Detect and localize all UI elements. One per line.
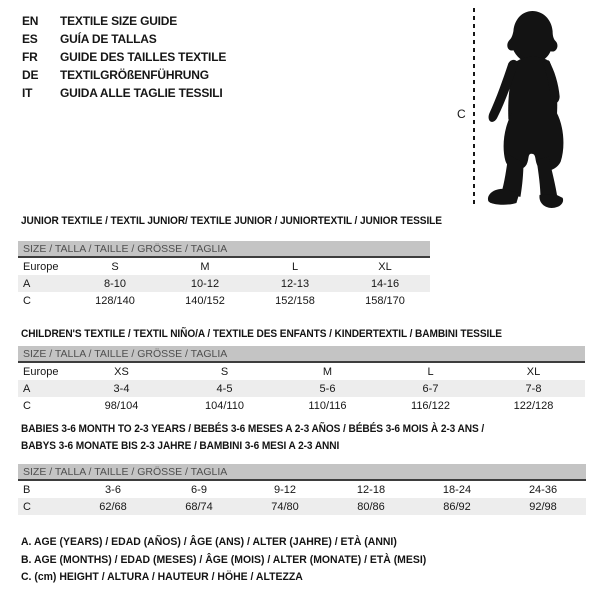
table-row: Europe S M L XL <box>18 257 430 275</box>
size-cell: L <box>427 365 434 378</box>
height-measure-label: C <box>457 107 466 121</box>
size-cell: XS <box>114 365 129 378</box>
size-cell: 9-12 <box>273 483 297 496</box>
size-header-bar: SIZE / TALLA / TAILLE / GRÖSSE / TAGLIA <box>18 346 585 363</box>
size-header-row: SIZE / TALLA / TAILLE / GRÖSSE / TAGLIA <box>18 464 587 481</box>
size-cell: S <box>220 365 229 378</box>
language-row-it: IT GUIDA ALLE TAGLIE TESSILI <box>22 84 226 102</box>
size-cell: 116/122 <box>411 399 450 412</box>
row-label: Europe <box>23 260 59 273</box>
size-cell: 92/98 <box>529 500 557 513</box>
size-header-bar: SIZE / TALLA / TAILLE / GRÖSSE / TAGLIA <box>18 241 431 258</box>
size-cell: 5-6 <box>319 382 336 395</box>
guide-title: GUIDE DES TAILLES TEXTILE <box>60 50 227 64</box>
size-cell: 4-5 <box>216 382 233 395</box>
table-row: C 128/140 140/152 152/158 158/170 <box>18 292 430 309</box>
table-row: Europe XS S M L XL <box>18 362 585 380</box>
row-label: C <box>23 294 31 307</box>
babies-table-title-line1: BABIES 3-6 MONTH TO 2-3 YEARS / BEBÉS 3-… <box>21 423 485 435</box>
size-cell: 6-9 <box>191 483 207 496</box>
size-cell: 6-7 <box>422 382 439 395</box>
table-row: A 8-10 10-12 12-13 14-16 <box>18 275 431 292</box>
size-cell: 14-16 <box>370 277 400 290</box>
size-cell: 128/140 <box>95 294 135 307</box>
footnote-legend: A. AGE (YEARS) / EDAD (AÑOS) / ÂGE (ANS)… <box>21 536 448 589</box>
size-cell: 122/128 <box>513 399 554 412</box>
baby-silhouette-icon <box>487 11 564 208</box>
language-code: FR <box>22 50 38 64</box>
size-cell: L <box>291 260 299 273</box>
guide-title: TEXTILE SIZE GUIDE <box>60 14 178 28</box>
language-row-de: DE TEXTILGRÖßENFÜHRUNG <box>22 66 226 84</box>
size-cell: 24-36 <box>528 483 558 496</box>
junior-size-table: SIZE / TALLA / TAILLE / GRÖSSE / TAGLIA … <box>18 241 431 309</box>
height-measure-dashed-line <box>473 8 475 208</box>
size-header-row: SIZE / TALLA / TAILLE / GRÖSSE / TAGLIA <box>18 241 431 258</box>
size-cell: 152/158 <box>275 294 315 307</box>
size-header-row: SIZE / TALLA / TAILLE / GRÖSSE / TAGLIA <box>18 346 585 363</box>
size-cell: 10-12 <box>190 277 220 290</box>
size-cell: XL <box>526 365 541 378</box>
size-cell: 104/110 <box>205 399 244 412</box>
babies-size-table: SIZE / TALLA / TAILLE / GRÖSSE / TAGLIA … <box>18 464 587 515</box>
size-cell: 18-24 <box>442 483 472 496</box>
row-label: B <box>23 483 31 496</box>
babies-table-title-line2: BABYS 3-6 MONATE BIS 2-3 JAHRE / BAMBINI… <box>21 440 340 452</box>
table-row: B 3-6 6-9 9-12 12-18 18-24 24-36 <box>18 480 586 498</box>
language-title-list: EN TEXTILE SIZE GUIDE ES GUÍA DE TALLAS … <box>22 12 226 102</box>
guide-title: GUÍA DE TALLAS <box>60 32 157 46</box>
size-cell: 12-13 <box>280 277 310 290</box>
size-cell: M <box>322 365 333 378</box>
size-cell: XL <box>378 260 392 273</box>
children-size-table: SIZE / TALLA / TAILLE / GRÖSSE / TAGLIA … <box>18 346 585 414</box>
size-cell: 86/92 <box>443 500 471 513</box>
size-cell: 68/74 <box>185 500 213 513</box>
children-table-title: CHILDREN'S TEXTILE / TEXTIL NIÑO/A / TEX… <box>21 328 502 340</box>
row-label: A <box>23 382 31 395</box>
table-row: A 3-4 4-5 5-6 6-7 7-8 <box>18 380 585 397</box>
size-cell: 110/116 <box>308 399 347 412</box>
size-header-bar: SIZE / TALLA / TAILLE / GRÖSSE / TAGLIA <box>18 464 587 481</box>
size-cell: S <box>111 260 119 273</box>
size-cell: 8-10 <box>103 277 127 290</box>
guide-title: TEXTILGRÖßENFÜHRUNG <box>60 68 209 82</box>
size-cell: 7-8 <box>525 382 542 395</box>
footnote-age-months: B. AGE (MONTHS) / EDAD (MESES) / ÂGE (MO… <box>21 553 427 566</box>
row-label: C <box>23 399 31 412</box>
language-row-es: ES GUÍA DE TALLAS <box>22 30 226 48</box>
junior-table-title: JUNIOR TEXTILE / TEXTIL JUNIOR/ TEXTILE … <box>21 215 442 227</box>
size-cell: 158/170 <box>365 294 405 307</box>
language-row-fr: FR GUIDE DES TAILLES TEXTILE <box>22 48 226 66</box>
table-row: C 62/68 68/74 74/80 80/86 86/92 92/98 <box>18 498 587 515</box>
language-code: ES <box>22 32 38 46</box>
size-cell: 140/152 <box>185 294 225 307</box>
table-row: C 98/104 104/110 110/116 116/122 122/128 <box>18 397 585 414</box>
guide-title: GUIDA ALLE TAGLIE TESSILI <box>60 86 223 100</box>
size-cell: 12-18 <box>356 483 386 496</box>
footnote-height: C. (cm) HEIGHT / ALTURA / HAUTEUR / HÖHE… <box>21 571 303 583</box>
size-cell: M <box>200 260 210 273</box>
size-cell: 3-4 <box>113 382 130 395</box>
row-label: A <box>23 277 31 290</box>
footnote-age-years: A. AGE (YEARS) / EDAD (AÑOS) / ÂGE (ANS)… <box>21 536 397 548</box>
language-row-en: EN TEXTILE SIZE GUIDE <box>22 12 226 30</box>
language-code: EN <box>22 14 39 28</box>
size-cell: 62/68 <box>99 500 127 513</box>
size-cell: 74/80 <box>271 500 299 513</box>
size-cell: 80/86 <box>357 500 385 513</box>
language-code: IT <box>22 86 33 100</box>
baby-figure: C <box>450 5 598 217</box>
size-cell: 98/104 <box>104 399 139 412</box>
language-code: DE <box>22 68 39 82</box>
size-cell: 3-6 <box>105 483 121 496</box>
row-label: C <box>23 500 31 513</box>
row-label: Europe <box>23 365 59 378</box>
